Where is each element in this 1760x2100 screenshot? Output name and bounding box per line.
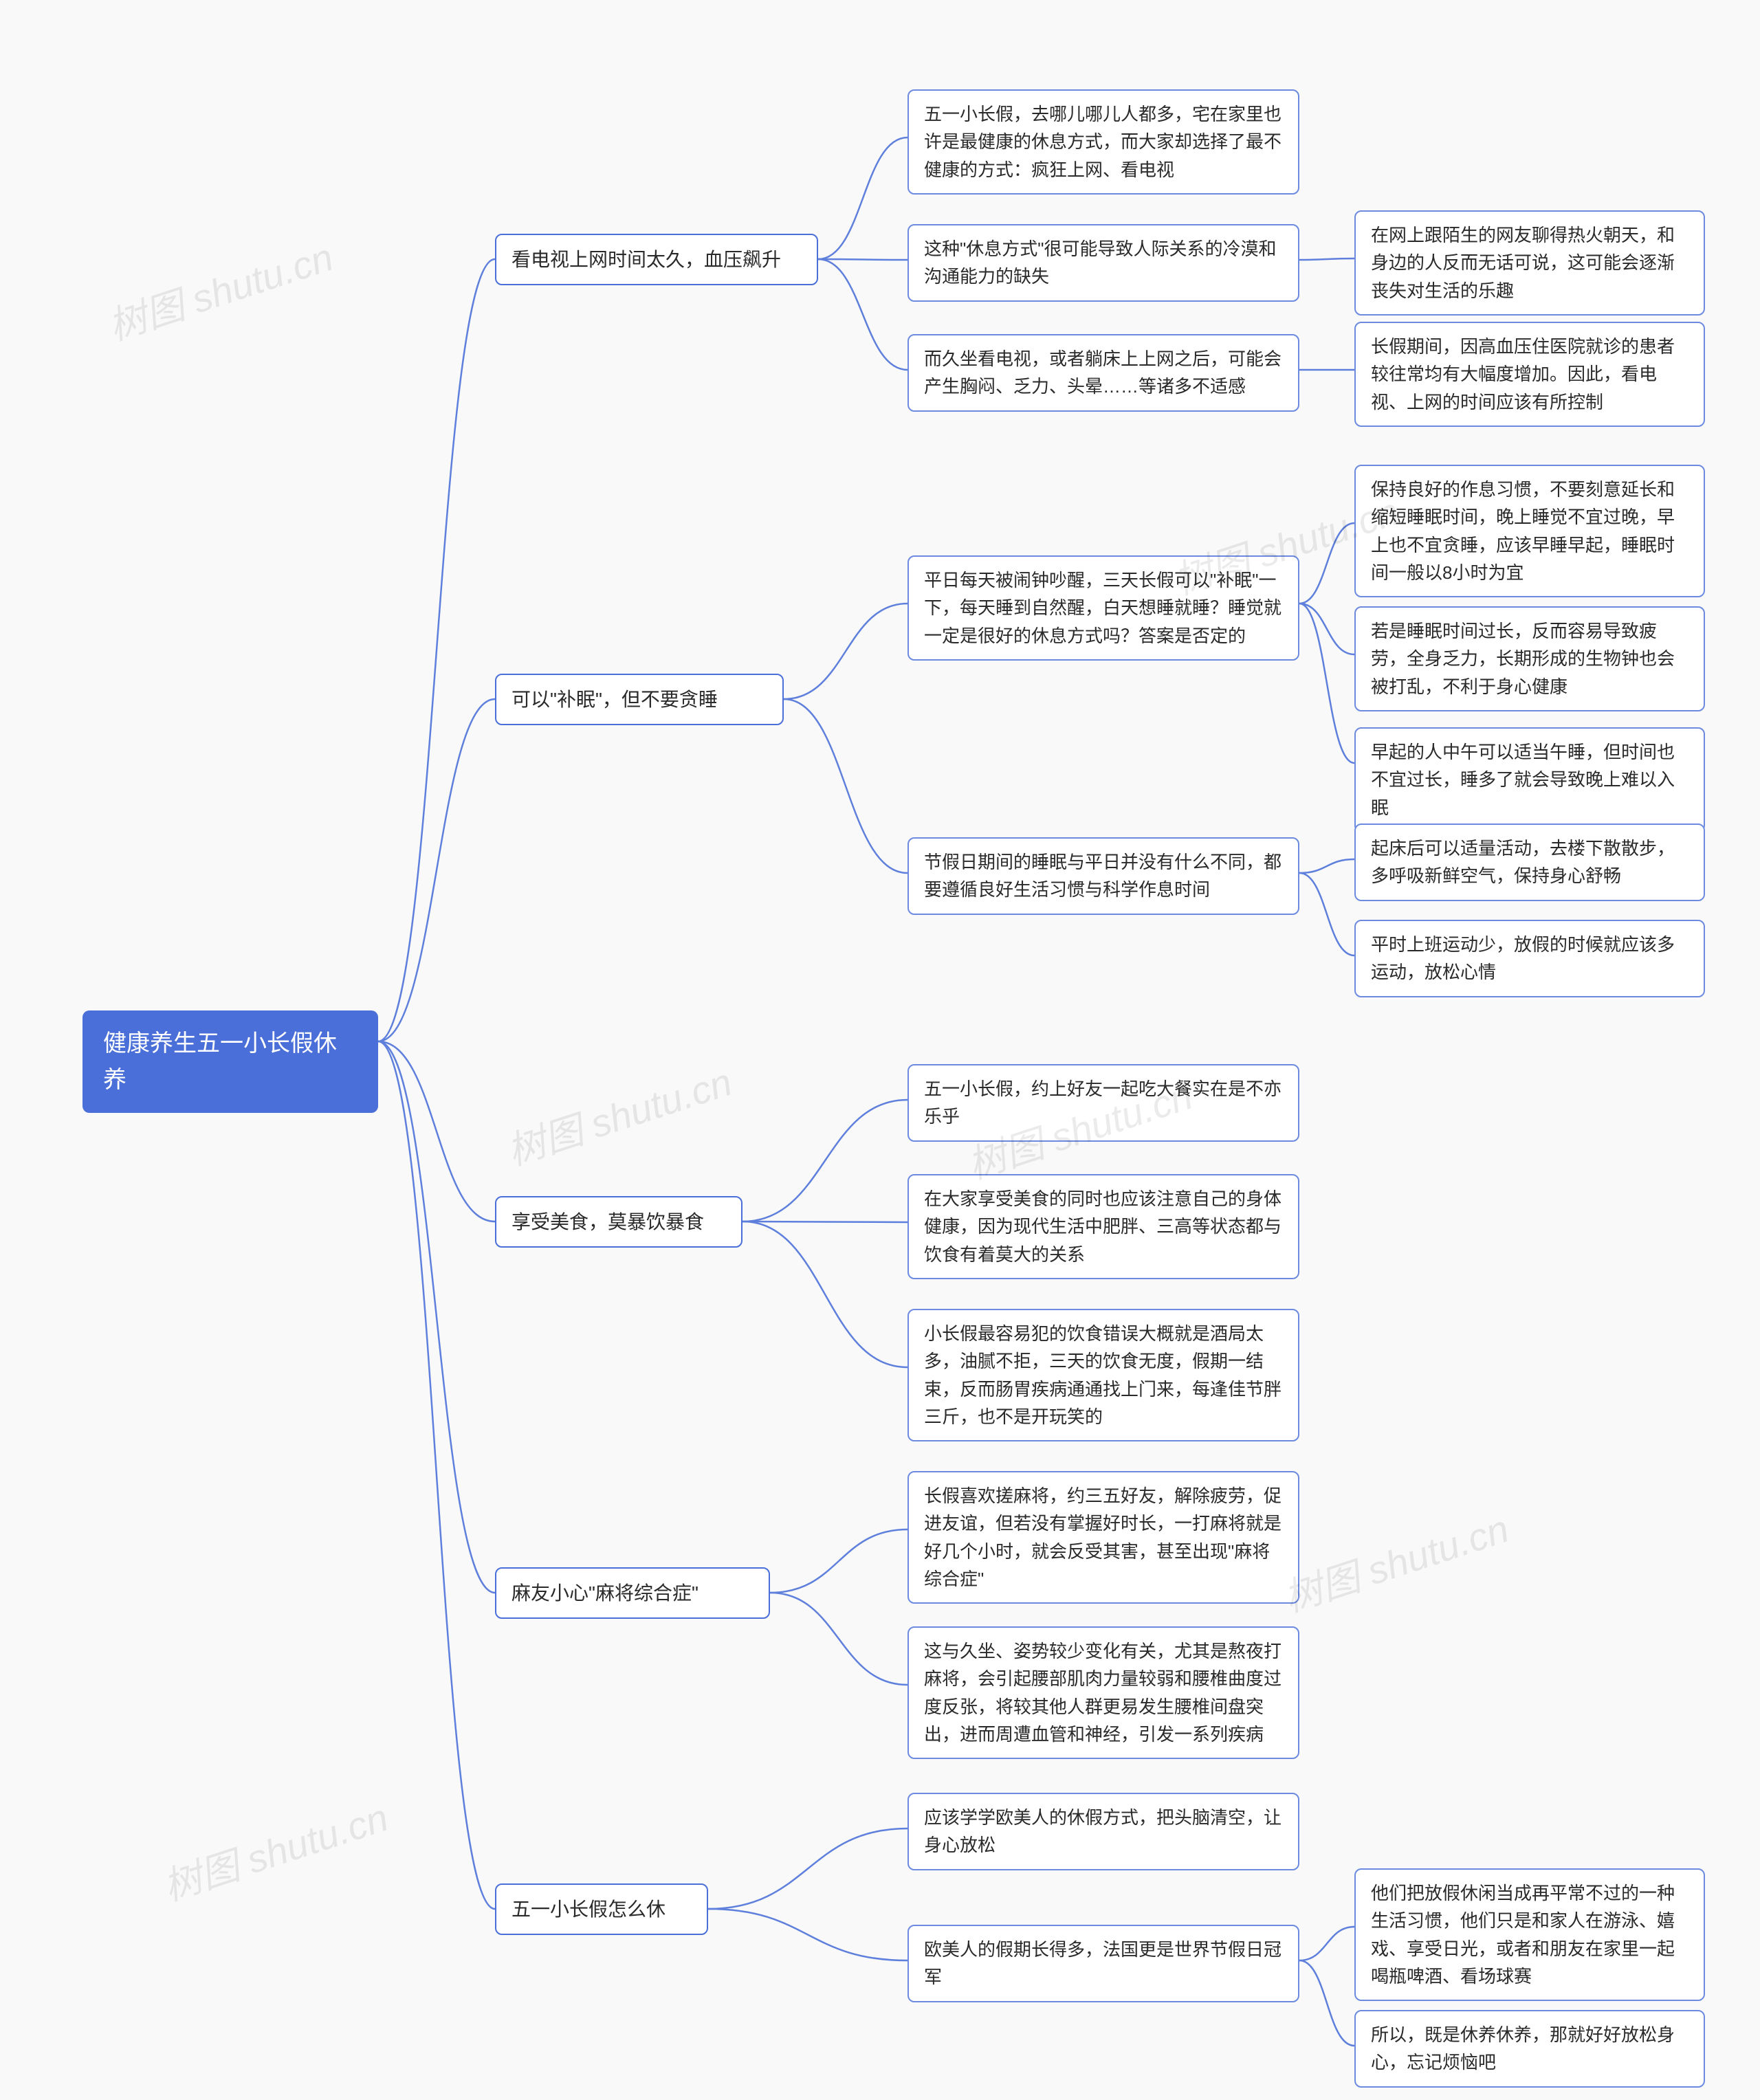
edge [1299, 258, 1354, 260]
leaf-node[interactable]: 在网上跟陌生的网友聊得热火朝天，和身边的人反而无话可说，这可能会逐渐丧失对生活的… [1354, 210, 1705, 316]
branch-node[interactable]: 享受美食，莫暴饮暴食 [495, 1196, 742, 1248]
leaf-node[interactable]: 五一小长假，去哪儿哪儿人都多，宅在家里也许是最健康的休息方式，而大家却选择了最不… [908, 89, 1299, 195]
edge [708, 1828, 908, 1909]
edge [378, 1041, 495, 1909]
leaf-node[interactable]: 平日每天被闹钟吵醒，三天长假可以"补眠"一下，每天睡到自然醒，白天想睡就睡？睡觉… [908, 555, 1299, 661]
edge [770, 1593, 908, 1685]
edge [818, 137, 908, 259]
edge [742, 1222, 908, 1367]
edge [378, 1041, 495, 1593]
leaf-node[interactable]: 平时上班运动少，放假的时候就应该多运动，放松心情 [1354, 920, 1705, 997]
edge [378, 699, 495, 1041]
edge [1299, 523, 1354, 604]
leaf-node[interactable]: 应该学学欧美人的休假方式，把头脑清空，让身心放松 [908, 1793, 1299, 1870]
leaf-node[interactable]: 保持良好的作息习惯，不要刻意延长和缩短睡眠时间，晚上睡觉不宜过晚，早上也不宜贪睡… [1354, 465, 1705, 597]
leaf-node[interactable]: 五一小长假，约上好友一起吃大餐实在是不亦乐乎 [908, 1064, 1299, 1142]
edge [1299, 859, 1354, 873]
watermark: 树图 shutu.cn [100, 227, 340, 352]
leaf-node[interactable]: 起床后可以适量活动，去楼下散散步，多呼吸新鲜空气，保持身心舒畅 [1354, 824, 1705, 901]
edge [378, 259, 495, 1041]
leaf-node[interactable]: 这与久坐、姿势较少变化有关，尤其是熬夜打麻将，会引起腰部肌肉力量较弱和腰椎曲度过… [908, 1626, 1299, 1759]
leaf-node[interactable]: 早起的人中午可以适当午睡，但时间也不宜过长，睡多了就会导致晚上难以入眠 [1354, 727, 1705, 832]
leaf-node[interactable]: 在大家享受美食的同时也应该注意自己的身体健康，因为现代生活中肥胖、三高等状态都与… [908, 1174, 1299, 1279]
edge [784, 699, 908, 873]
edge [784, 604, 908, 699]
branch-node[interactable]: 麻友小心"麻将综合症" [495, 1567, 770, 1619]
edge [818, 259, 908, 370]
edge [770, 1529, 908, 1593]
leaf-node[interactable]: 若是睡眠时间过长，反而容易导致疲劳，全身乏力，长期形成的生物钟也会被打乱，不利于… [1354, 606, 1705, 711]
branch-node[interactable]: 看电视上网时间太久，血压飙升 [495, 234, 818, 285]
mindmap-canvas: 健康养生五一小长假休养 看电视上网时间太久，血压飙升 五一小长假，去哪儿哪儿人都多，… [0, 0, 1760, 2100]
leaf-node[interactable]: 节假日期间的睡眠与平日并没有什么不同，都要遵循良好生活习惯与科学作息时间 [908, 837, 1299, 915]
edge [1299, 1960, 1354, 2046]
leaf-node[interactable]: 而久坐看电视，或者躺床上上网之后，可能会产生胸闷、乏力、头晕……等诸多不适感 [908, 334, 1299, 412]
edge [818, 259, 908, 260]
edge [1299, 1927, 1354, 1960]
branch-node[interactable]: 可以"补眠"，但不要贪睡 [495, 674, 784, 725]
root-node[interactable]: 健康养生五一小长假休养 [82, 1010, 378, 1113]
edge [708, 1909, 908, 1960]
watermark: 树图 shutu.cn [155, 1787, 395, 1912]
edge [1299, 873, 1354, 955]
leaf-node[interactable]: 长假期间，因高血压住医院就诊的患者较往常均有大幅度增加。因此，看电视、上网的时间… [1354, 322, 1705, 427]
branch-node[interactable]: 五一小长假怎么休 [495, 1883, 708, 1935]
leaf-node[interactable]: 长假喜欢搓麻将，约三五好友，解除疲劳，促进友谊，但若没有掌握好时长，一打麻将就是… [908, 1471, 1299, 1604]
leaf-node[interactable]: 这种"休息方式"很可能导致人际关系的冷漠和沟通能力的缺失 [908, 224, 1299, 302]
watermark: 树图 shutu.cn [499, 1052, 738, 1177]
edge [1299, 604, 1354, 763]
watermark: 树图 shutu.cn [1276, 1499, 1515, 1624]
leaf-node[interactable]: 欧美人的假期长得多，法国更是世界节假日冠军 [908, 1925, 1299, 2002]
edge [378, 1041, 495, 1222]
leaf-node[interactable]: 他们把放假休闲当成再平常不过的一种生活习惯，他们只是和家人在游泳、嬉戏、享受日光… [1354, 1868, 1705, 2001]
edge [1299, 604, 1354, 654]
leaf-node[interactable]: 所以，既是休养休养，那就好好放松身心，忘记烦恼吧 [1354, 2010, 1705, 2088]
edge [742, 1100, 908, 1222]
leaf-node[interactable]: 小长假最容易犯的饮食错误大概就是酒局太多，油腻不拒，三天的饮食无度，假期一结束，… [908, 1309, 1299, 1441]
